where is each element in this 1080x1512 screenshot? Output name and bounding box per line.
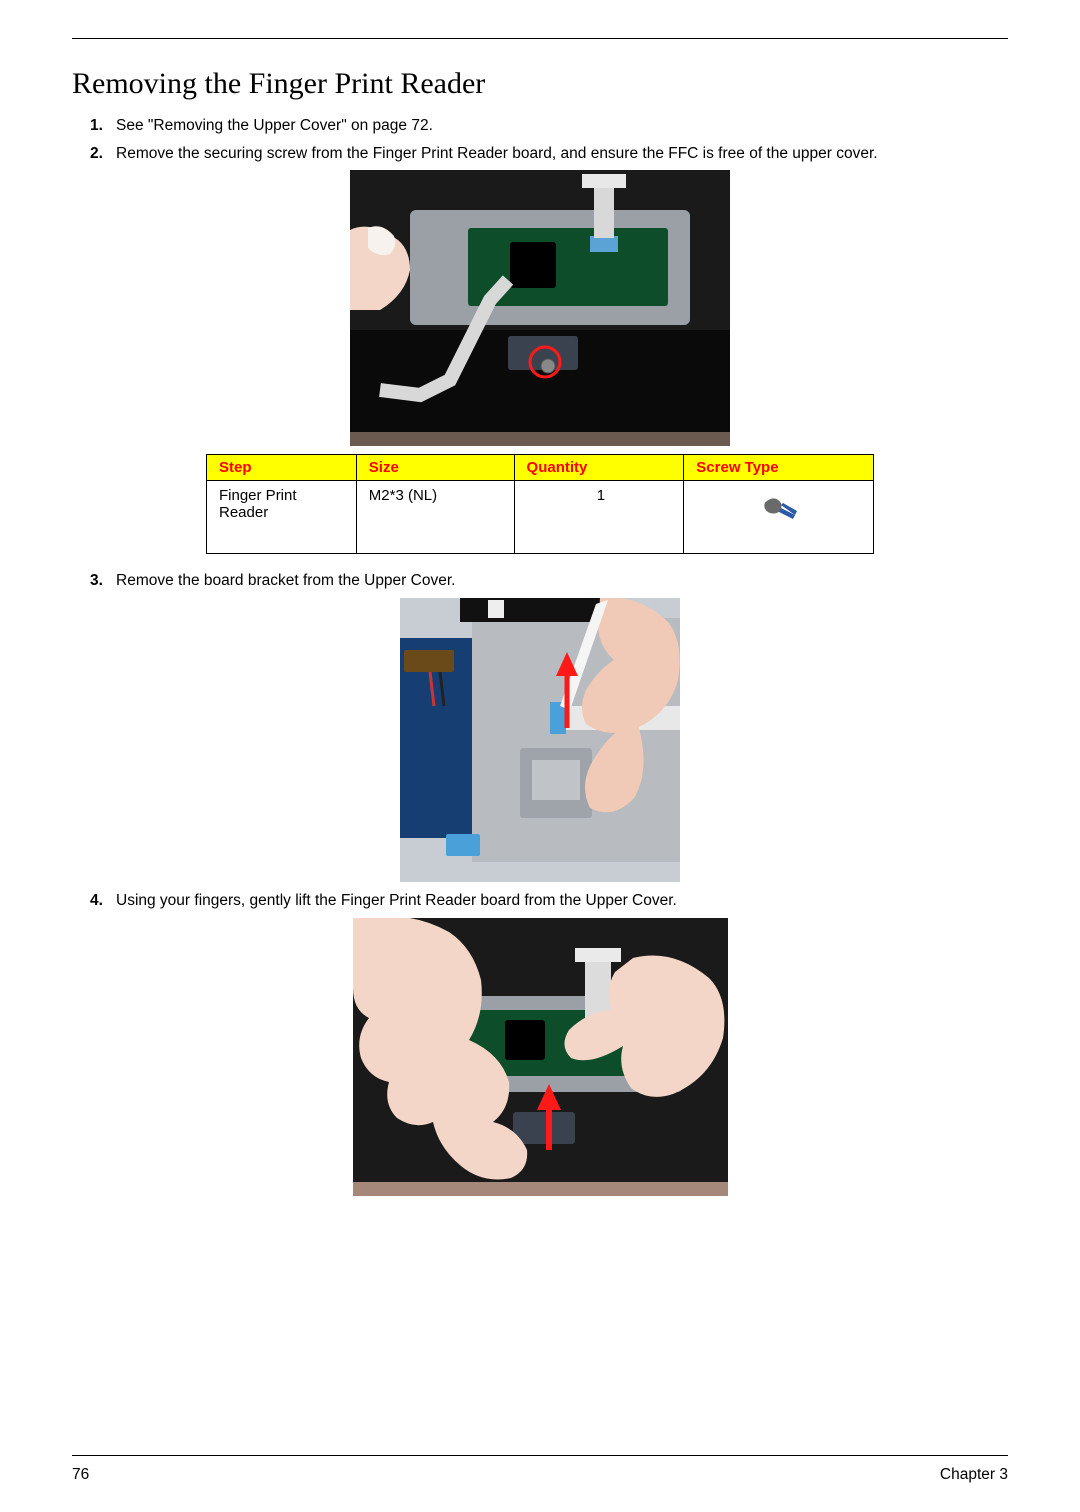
th-step: Step: [207, 455, 357, 481]
page-number: 76: [72, 1466, 89, 1484]
figure-2: [72, 598, 1008, 882]
td-type: [684, 481, 874, 554]
step-list-2: 3. Remove the board bracket from the Upp…: [72, 570, 1008, 592]
step-list-3: 4. Using your fingers, gently lift the F…: [72, 890, 1008, 912]
th-size: Size: [356, 455, 514, 481]
step-4-num: 4.: [90, 890, 116, 912]
table-row: Finger Print Reader M2*3 (NL) 1: [207, 481, 874, 554]
td-step: Finger Print Reader: [207, 481, 357, 554]
step-1-num: 1.: [90, 115, 116, 137]
step-1: 1. See "Removing the Upper Cover" on pag…: [90, 115, 1008, 137]
step-2: 2. Remove the securing screw from the Fi…: [90, 143, 1008, 165]
step-3-text: Remove the board bracket from the Upper …: [116, 570, 1008, 592]
step-2-text: Remove the securing screw from the Finge…: [116, 143, 1008, 165]
step-4-text: Using your fingers, gently lift the Fing…: [116, 890, 1008, 912]
figure-2-svg: [400, 598, 680, 882]
figure-3: [72, 918, 1008, 1196]
th-qty: Quantity: [514, 455, 684, 481]
top-rule: [72, 38, 1008, 39]
td-size: M2*3 (NL): [356, 481, 514, 554]
step-1-text: See "Removing the Upper Cover" on page 7…: [116, 115, 1008, 137]
th-type: Screw Type: [684, 455, 874, 481]
step-3-num: 3.: [90, 570, 116, 592]
section-heading: Removing the Finger Print Reader: [72, 67, 1008, 101]
step-4: 4. Using your fingers, gently lift the F…: [90, 890, 1008, 912]
chapter-label: Chapter 3: [940, 1466, 1008, 1484]
figure-1-svg: [350, 170, 730, 446]
step-2-num: 2.: [90, 143, 116, 165]
td-qty: 1: [514, 481, 684, 554]
step-3: 3. Remove the board bracket from the Upp…: [90, 570, 1008, 592]
bottom-rule: [72, 1455, 1008, 1456]
screw-icon: [759, 493, 803, 527]
figure-3-svg: [353, 918, 728, 1196]
figure-1: [72, 170, 1008, 446]
page-footer: 76 Chapter 3: [72, 1455, 1008, 1484]
step-list: 1. See "Removing the Upper Cover" on pag…: [72, 115, 1008, 164]
screw-table: Step Size Quantity Screw Type Finger Pri…: [206, 454, 874, 554]
